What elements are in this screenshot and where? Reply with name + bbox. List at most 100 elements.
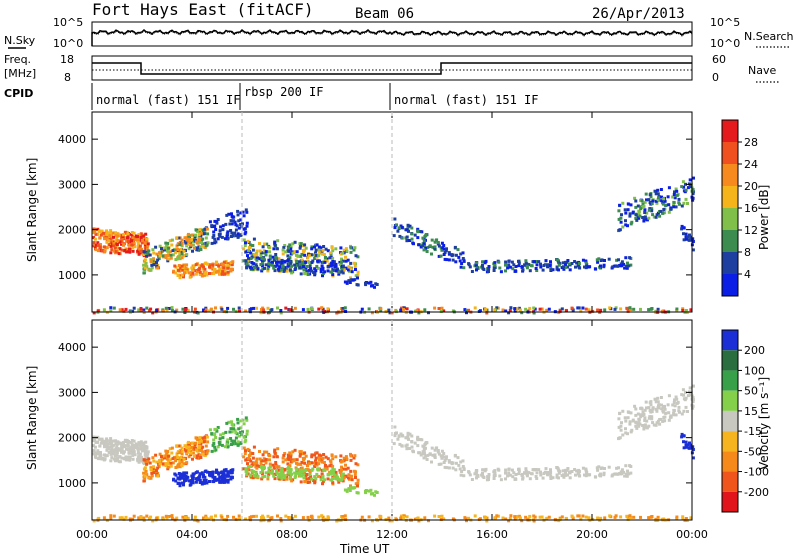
echo-cell — [440, 449, 444, 453]
colorbar-swatch — [722, 186, 738, 208]
echo-cell — [212, 476, 216, 480]
echo-cell — [628, 306, 632, 310]
echo-cell — [229, 267, 233, 271]
echo-cell — [199, 442, 203, 446]
echo-cell — [271, 260, 274, 264]
echo-cell — [290, 271, 294, 275]
echo-cell — [328, 459, 332, 463]
echo-cell — [122, 517, 126, 521]
echo-cell — [166, 462, 170, 465]
echo-cell — [279, 470, 283, 474]
echo-cell — [185, 238, 189, 242]
echo-cell — [691, 445, 695, 449]
echo-cell — [304, 474, 308, 478]
echo-cell — [280, 476, 284, 480]
echo-cell — [398, 442, 402, 446]
echo-cell — [166, 242, 170, 245]
echo-cell — [390, 311, 394, 315]
echo-cell — [194, 471, 198, 475]
echo-cell — [656, 396, 660, 400]
echo-cell — [112, 457, 116, 461]
echo-cell — [299, 242, 303, 246]
echo-cell — [326, 457, 330, 461]
echo-cell — [583, 265, 586, 269]
echo-cell — [187, 442, 191, 446]
echo-cell — [387, 516, 391, 520]
echo-cell — [197, 441, 201, 445]
echo-cell — [512, 263, 516, 267]
echo-cell — [304, 272, 307, 276]
echo-cell — [105, 246, 109, 250]
echo-cell — [175, 308, 179, 312]
echo-cell — [392, 442, 396, 446]
echo-cell — [244, 309, 248, 313]
echo-cell — [662, 416, 666, 419]
echo-cell — [92, 236, 96, 240]
echo-cell — [317, 307, 321, 311]
echo-cell — [437, 452, 441, 456]
echo-cell — [393, 226, 397, 230]
echo-cell — [291, 251, 295, 255]
echo-cell — [168, 239, 172, 243]
echo-cell — [152, 257, 156, 261]
echo-cell — [321, 271, 325, 275]
echo-cell — [672, 200, 676, 204]
echo-cell — [224, 430, 228, 434]
echo-cell — [319, 267, 323, 271]
echo-cell — [254, 264, 258, 268]
echo-cell — [675, 193, 679, 197]
echo-cell — [397, 226, 401, 230]
echo-cell — [501, 308, 505, 312]
echo-cell — [120, 456, 124, 460]
echo-cell — [179, 266, 183, 270]
echo-cell — [656, 419, 660, 423]
echo-cell — [105, 448, 109, 452]
echo-cell — [309, 253, 313, 257]
echo-cell — [527, 471, 531, 475]
echo-cell — [626, 208, 630, 212]
echo-cell — [260, 251, 264, 255]
echo-cell — [218, 267, 222, 271]
echo-cell — [428, 452, 432, 456]
echo-cell — [206, 470, 209, 474]
echo-cell — [245, 470, 249, 474]
echo-cell — [300, 258, 304, 262]
echo-cell — [549, 468, 552, 472]
echo-cell — [508, 309, 512, 312]
echo-cell — [320, 252, 324, 256]
echo-cell — [584, 307, 588, 311]
echo-cell — [115, 245, 119, 249]
echo-cell — [663, 211, 667, 215]
echo-cell — [245, 262, 249, 266]
echo-cell — [252, 514, 256, 518]
echo-cell — [230, 235, 233, 238]
echo-cell — [667, 203, 671, 207]
echo-cell — [561, 261, 565, 265]
echo-cell — [373, 285, 376, 289]
echo-cell — [626, 309, 630, 313]
echo-cell — [682, 201, 686, 205]
echo-cell — [279, 517, 283, 520]
echo-cell — [324, 455, 328, 459]
echo-cell — [626, 261, 629, 265]
echo-cell — [416, 229, 420, 233]
echo-cell — [194, 233, 197, 237]
echo-cell — [212, 480, 216, 484]
echo-cell — [187, 247, 191, 251]
echo-cell — [525, 264, 529, 268]
echo-cell — [645, 211, 649, 215]
echo-cell — [346, 476, 350, 480]
echo-cell — [661, 202, 665, 206]
echo-cell — [192, 264, 196, 268]
echo-cell — [321, 474, 325, 478]
echo-cell — [515, 307, 519, 310]
nsky-line — [91, 28, 693, 46]
echo-cell — [603, 516, 607, 520]
echo-cell — [283, 474, 287, 478]
echo-cell — [136, 235, 140, 239]
echo-cell — [143, 266, 147, 270]
echo-cell — [641, 206, 644, 209]
echo-cell — [234, 431, 238, 435]
echo-cell — [317, 515, 321, 519]
echo-cell — [212, 234, 216, 237]
